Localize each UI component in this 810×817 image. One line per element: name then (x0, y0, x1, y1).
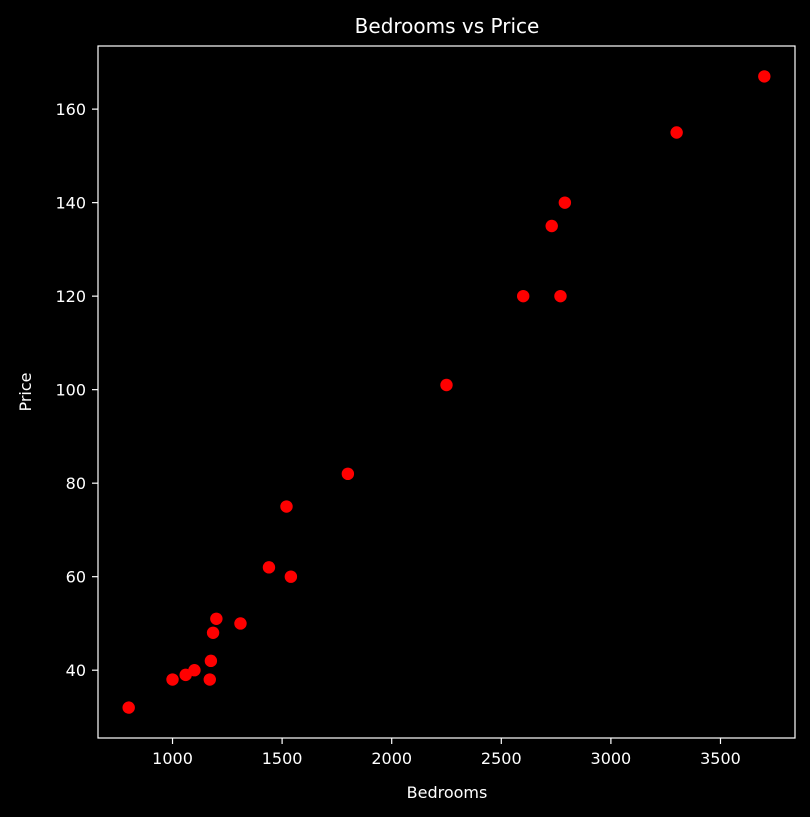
scatter-point-17 (554, 289, 567, 303)
scatter-point-2 (166, 673, 179, 686)
points-layer (122, 70, 771, 714)
x-tick-label: 1000 (152, 749, 193, 768)
scatter-point-20 (758, 70, 771, 83)
y-tick-label: 120 (55, 287, 86, 306)
y-tick-label: 60 (66, 568, 86, 587)
y-tick-label: 80 (66, 474, 86, 493)
chart-title: Bedrooms vs Price (355, 14, 540, 38)
x-axis-ticks: 1000 1500 2000 2500 3000 3500 (152, 738, 741, 768)
scatter-point-4 (188, 664, 201, 677)
y-tick-label: 100 (55, 381, 86, 400)
y-tick-label: 160 (55, 100, 86, 119)
scatter-point-14 (440, 378, 453, 392)
x-tick-label: 3500 (700, 749, 741, 768)
scatter-point-16 (545, 219, 558, 233)
x-axis-label: Bedrooms (407, 783, 488, 802)
scatter-point-10 (262, 561, 276, 574)
scatter-point-1 (122, 701, 135, 714)
scatter-point-15 (517, 289, 530, 303)
scatter-point-13 (341, 467, 355, 481)
y-tick-label: 140 (55, 194, 86, 213)
scatter-point-6 (204, 654, 218, 668)
scatter-point-5 (203, 673, 216, 686)
x-tick-label: 2500 (481, 749, 522, 768)
x-tick-label: 2000 (371, 749, 412, 768)
y-axis-label: Price (16, 372, 35, 411)
x-tick-label: 3000 (591, 749, 632, 768)
scatter-point-9 (234, 617, 247, 630)
scatter-point-7 (206, 626, 220, 639)
plot-frame (97, 45, 796, 739)
scatter-point-18 (558, 196, 572, 209)
scatter-point-12 (284, 570, 298, 583)
y-axis-ticks: 40 60 80 100 120 140 160 (55, 100, 98, 680)
scatter-point-8 (210, 612, 223, 625)
y-tick-label: 40 (66, 661, 86, 680)
scatter-point-19 (670, 126, 683, 139)
scatter-point-11 (280, 500, 293, 513)
x-tick-label: 1500 (262, 749, 303, 768)
